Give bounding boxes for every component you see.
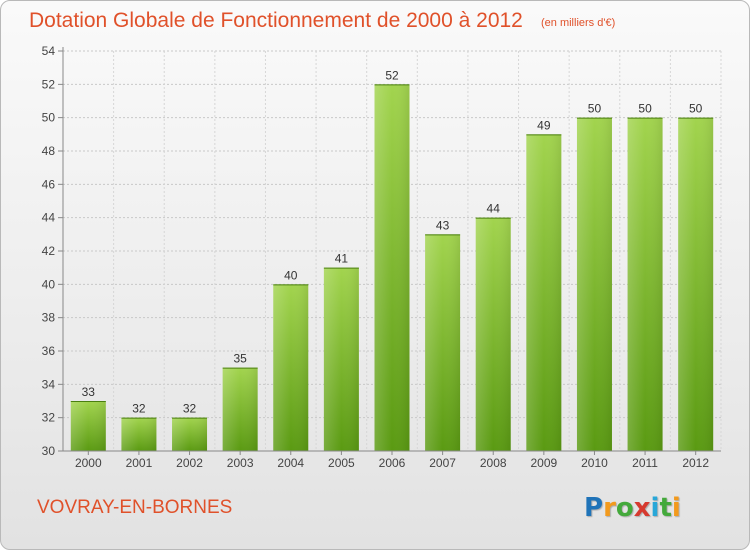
x-tick-label: 2008 — [480, 456, 507, 470]
data-label: 35 — [233, 352, 247, 366]
data-label: 44 — [487, 202, 501, 216]
y-tick-label: 36 — [42, 344, 56, 358]
x-tick-label: 2011 — [632, 456, 658, 470]
y-tick-label: 50 — [42, 111, 56, 125]
bar-shade — [627, 117, 663, 452]
x-tick-label: 2005 — [328, 456, 355, 470]
chart-subtitle: (en milliers d'€) — [541, 17, 616, 29]
y-tick-label: 54 — [42, 44, 56, 58]
y-tick-label: 46 — [42, 177, 56, 191]
x-tick-label: 2003 — [227, 456, 254, 470]
bar-shade — [121, 417, 157, 451]
y-tick-label: 42 — [42, 244, 56, 258]
bar-shade — [70, 401, 106, 451]
bar-shade — [475, 217, 511, 451]
y-tick-label: 30 — [42, 444, 56, 458]
data-label: 41 — [335, 252, 349, 266]
data-label: 33 — [82, 385, 96, 399]
y-tick-label: 40 — [42, 277, 56, 291]
bar-shade — [374, 84, 410, 451]
y-tick-label: 32 — [42, 411, 56, 425]
x-tick-label: 2002 — [176, 456, 203, 470]
data-label: 50 — [588, 102, 602, 116]
data-label: 52 — [385, 68, 399, 82]
data-label: 32 — [183, 402, 197, 416]
x-tick-label: 2000 — [75, 456, 102, 470]
bar-shade — [425, 234, 461, 451]
data-label: 43 — [436, 218, 450, 232]
bar-shade — [323, 267, 359, 451]
data-label: 40 — [284, 268, 298, 282]
commune-name: VOVRAY-EN-BORNES — [37, 497, 233, 518]
bar-shade — [273, 284, 309, 451]
y-tick-label: 38 — [42, 311, 56, 325]
data-label: 50 — [638, 102, 652, 116]
bar-shade — [678, 117, 714, 452]
bar-shade — [576, 117, 612, 452]
y-tick-label: 34 — [42, 377, 56, 391]
y-tick-label: 52 — [42, 77, 56, 91]
y-tick-label: 44 — [42, 211, 56, 225]
bar-shade — [526, 134, 562, 452]
chart-title: Dotation Globale de Fonctionnement de 20… — [29, 9, 523, 32]
x-tick-label: 2006 — [379, 456, 406, 470]
x-tick-label: 2010 — [581, 456, 608, 470]
x-tick-label: 2012 — [682, 456, 709, 470]
y-tick-label: 48 — [42, 144, 56, 158]
x-tick-label: 2009 — [530, 456, 557, 470]
proxiti-logo: Proxiti — [584, 493, 681, 523]
data-label: 50 — [689, 102, 703, 116]
x-tick-label: 2007 — [429, 456, 456, 470]
bar-shade — [172, 417, 208, 451]
data-label: 32 — [132, 402, 146, 416]
x-tick-label: 2004 — [277, 456, 304, 470]
data-label: 49 — [537, 118, 551, 132]
bar-shade — [222, 367, 258, 451]
x-tick-label: 2001 — [126, 456, 153, 470]
